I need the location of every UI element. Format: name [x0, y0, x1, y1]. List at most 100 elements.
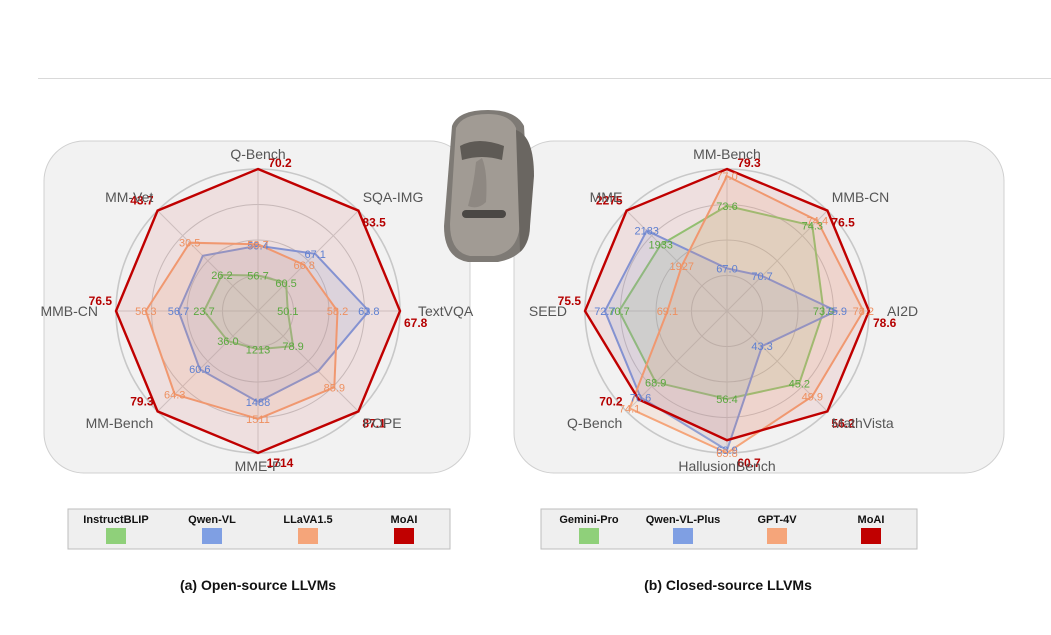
- value-label-gemini-pro-mmb-cn: 74.3: [802, 221, 823, 233]
- value-label-moai-mme-p: 1714: [267, 456, 294, 470]
- value-label-moai-ai2d: 78.6: [873, 316, 897, 330]
- value-label-llava1-5-textvqa: 58.2: [327, 306, 348, 318]
- value-label-qwen-vl-mmb-cn: 56.7: [168, 306, 189, 318]
- axis-label-mmb-cn: MMB-CN: [40, 303, 98, 319]
- value-label-gemini-pro-q-bench: 68.9: [645, 377, 666, 389]
- value-label-llava1-5-mme-p: 1511: [246, 414, 270, 426]
- value-label-instructblip-sqa-img: 60.5: [275, 278, 296, 290]
- axis-label-mathvista: MathVista: [832, 415, 894, 431]
- grid-spoke: [726, 310, 828, 412]
- axis-label-mmb-cn: MMB-CN: [832, 189, 890, 205]
- value-label-moai-mme: 2275: [596, 194, 623, 208]
- value-label-qwen-vl-plus-mm-bench: 67.0: [716, 263, 737, 275]
- value-label-qwen-vl-plus-mme: 2183: [634, 226, 658, 238]
- axis-label-pope: POPE: [363, 415, 402, 431]
- value-label-qwen-vl-mm-bench: 60.6: [189, 364, 210, 376]
- value-label-moai-mm-vet: 43.7: [130, 194, 154, 208]
- legend-label-llava1-5: LLaVA1.5: [283, 514, 332, 526]
- value-label-gpt-4v-seed: 69.1: [657, 306, 678, 318]
- value-label-moai-seed: 75.5: [558, 294, 582, 308]
- grid-spoke: [157, 210, 259, 312]
- value-label-instructblip-mm-bench: 36.0: [217, 336, 238, 348]
- top-divider: [38, 78, 1051, 79]
- series-polygon-gemini-pro: [617, 204, 825, 401]
- legend-swatch-instructblip: [106, 528, 126, 544]
- series-polygon-llava1-5: [144, 241, 339, 420]
- value-label-instructblip-mm-vet: 26.2: [211, 270, 232, 282]
- axis-label-mm-bench: MM-Bench: [693, 146, 761, 162]
- value-label-moai-textvqa: 67.8: [404, 316, 428, 330]
- radar-value-labels: 56.7 60.5 50.1 78.9 1213 36.0 23.7 26.2 59.4 67.1…: [89, 156, 428, 470]
- value-label-qwen-vl-mme-p: 1488: [246, 397, 270, 409]
- grid-spoke: [626, 310, 728, 412]
- series-polygon-moai: [114, 167, 402, 455]
- value-label-gpt-4v-mmb-cn: 74.4: [807, 216, 828, 228]
- value-label-llava1-5-sqa-img: 66.8: [293, 260, 314, 272]
- value-label-qwen-vl-plus-mathvista: 43.3: [751, 341, 772, 353]
- value-label-moai-q-bench: 70.2: [268, 156, 292, 170]
- value-label-instructblip-mmb-cn: 23.7: [193, 306, 214, 318]
- value-label-gpt-4v-hallusionbench: 65.8: [716, 448, 737, 460]
- value-label-gemini-pro-mathvista: 45.2: [789, 378, 810, 390]
- axis-label-q-bench: Q-Bench: [230, 146, 285, 162]
- legend-label-gpt-4v: GPT-4V: [757, 514, 797, 526]
- legend-swatch-moai: [861, 528, 881, 544]
- series-polygon-gpt-4v: [628, 174, 865, 455]
- value-label-moai-mmb-cn: 76.5: [831, 216, 855, 230]
- legend-label-qwen-vl: Qwen-VL: [188, 514, 236, 526]
- value-label-gpt-4v-mathvista: 49.9: [802, 391, 823, 403]
- grid-spoke: [257, 210, 359, 312]
- legend-closed-source: Gemini-Pro Qwen-VL-Plus GPT-4V MoAI: [559, 514, 884, 544]
- value-label-moai-pope: 87.1: [362, 416, 386, 430]
- axis-label-mme: MME: [590, 189, 623, 205]
- value-label-moai-sqa-img: 83.5: [362, 216, 386, 230]
- axis-label-mm-vet: MM-Vet: [105, 189, 153, 205]
- value-label-moai-hallusionbench: 60.7: [737, 456, 761, 470]
- value-label-llava1-5-mmb-cn: 58.3: [135, 306, 156, 318]
- series-polygon-moai: [583, 167, 871, 442]
- value-label-qwen-vl-plus-q-bench: 70.6: [630, 392, 651, 404]
- value-label-qwen-vl-sqa-img: 67.1: [304, 249, 325, 261]
- value-label-llava1-5-q-bench: 58.7: [247, 239, 268, 251]
- axis-label-ai2d: AI2D: [887, 303, 918, 319]
- legend-label-moai: MoAI: [858, 514, 885, 526]
- legend-swatch-qwen-vl-plus: [673, 528, 693, 544]
- radar-series-polygons: [114, 167, 402, 455]
- value-label-qwen-vl-plus-ai2d: 75.9: [826, 306, 847, 318]
- value-label-gemini-pro-mm-bench: 73.6: [716, 201, 737, 213]
- value-label-gpt-4v-mme: 1927: [670, 261, 694, 273]
- axis-label-sqa-img: SQA-IMG: [363, 189, 424, 205]
- axis-label-textvqa: TextVQA: [418, 303, 474, 319]
- caption-closed-source: (b) Closed-source LLVMs: [644, 577, 812, 593]
- legend-open-source: InstructBLIP Qwen-VL LLaVA1.5 MoAI: [83, 514, 417, 544]
- series-polygon-instructblip: [202, 273, 295, 351]
- value-label-qwen-vl-plus-seed: 72.7: [594, 306, 615, 318]
- axis-label-hallusionbench: HallusionBench: [678, 458, 775, 474]
- value-label-moai-q-bench: 70.2: [599, 394, 623, 408]
- value-label-llava1-5-pope: 85.9: [324, 382, 345, 394]
- legend-swatch-gpt-4v: [767, 528, 787, 544]
- value-label-llava1-5-mm-vet: 30.5: [179, 238, 200, 250]
- radar-chart-open-source: 56.7 60.5 50.1 78.9 1213 36.0 23.7 26.2 59.4 67.1…: [40, 146, 473, 474]
- value-label-moai-mm-bench: 79.3: [130, 394, 154, 408]
- value-label-gemini-pro-seed: 70.7: [608, 306, 629, 318]
- radar-series-polygons: [583, 167, 871, 455]
- caption-open-source: (a) Open-source LLVMs: [180, 577, 336, 593]
- legend-label-instructblip: InstructBLIP: [83, 514, 148, 526]
- legend-label-qwen-vl-plus: Qwen-VL-Plus: [646, 514, 721, 526]
- value-label-instructblip-textvqa: 50.1: [277, 306, 298, 318]
- value-label-instructblip-pope: 78.9: [282, 341, 303, 353]
- radar-axis-labels: MM-Bench MMB-CN AI2D MathVista HallusionBenc…: [529, 146, 918, 474]
- legend-swatch-gemini-pro: [579, 528, 599, 544]
- value-label-qwen-vl-q-bench: 59.4: [247, 241, 268, 253]
- value-label-gemini-pro-mme: 1933: [648, 240, 672, 252]
- value-label-moai-mmb-cn: 76.5: [89, 294, 113, 308]
- value-label-instructblip-mme-p: 1213: [246, 344, 270, 356]
- radar-chart-closed-source: 73.6 74.3 73.9 45.2 56.4 68.9 70.7 1933 67.0 70.7…: [529, 146, 918, 474]
- value-label-gemini-pro-hallusionbench: 56.4: [716, 394, 737, 406]
- value-label-gpt-4v-ai2d: 78.2: [853, 306, 874, 318]
- radar-value-labels: 73.6 74.3 73.9 45.2 56.4 68.9 70.7 1933 67.0 70.7…: [558, 156, 897, 470]
- axis-label-seed: SEED: [529, 303, 567, 319]
- axis-label-mm-bench: MM-Bench: [86, 415, 154, 431]
